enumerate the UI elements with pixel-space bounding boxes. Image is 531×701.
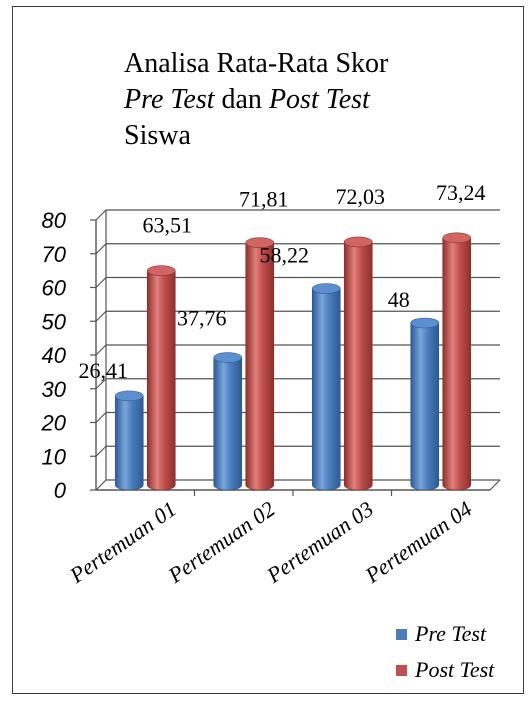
data-label: 63,51 <box>143 213 193 238</box>
bar <box>343 236 373 491</box>
bar-body <box>343 241 373 491</box>
y-tick-label: 40 <box>42 343 67 368</box>
bar-top <box>146 265 176 276</box>
bar-top <box>410 317 440 329</box>
legend-swatch-pretest <box>396 628 407 640</box>
chart-title: Analisa Rata-Rata Skor Pre Test dan Post… <box>124 46 388 154</box>
x-tick-label: Pertemuan 03 <box>261 496 378 588</box>
x-tick-label: Pertemuan 02 <box>163 496 280 588</box>
legend-swatch-posttest <box>396 664 407 676</box>
data-label: 72,03 <box>336 184 386 209</box>
y-tick-label: 50 <box>42 309 67 334</box>
chart-title-line1: Analisa Rata-Rata Skor <box>124 48 389 79</box>
bar-top <box>442 232 472 244</box>
data-label: 73,24 <box>436 180 486 205</box>
y-tick-label: 80 <box>42 208 67 233</box>
bar-body <box>245 242 275 491</box>
bar-top <box>213 352 243 363</box>
bar <box>213 352 243 491</box>
bar-body <box>114 395 144 491</box>
x-axis-corner <box>489 479 501 491</box>
chart-title-posttest: Post Test <box>268 84 370 115</box>
y-tick-label: 0 <box>54 478 67 503</box>
chart-title-line2: Pre Test dan Post Test <box>124 82 388 118</box>
bar <box>410 317 440 491</box>
data-label: 37,76 <box>177 306 227 331</box>
legend-item-posttest: Post Test <box>396 652 494 688</box>
bar <box>114 390 144 491</box>
y-tick-label: 20 <box>41 411 67 436</box>
legend-item-pretest: Pre Test <box>396 616 494 652</box>
bar-body <box>410 322 440 491</box>
data-label: 58,22 <box>260 243 310 268</box>
bar-body <box>442 237 472 491</box>
data-label: 48 <box>388 287 410 312</box>
y-tick-label: 60 <box>42 276 67 301</box>
bar <box>442 232 472 491</box>
chart-title-pretest: Pre Test <box>124 84 215 115</box>
y-tick-label: 30 <box>42 377 67 402</box>
data-label: 71,81 <box>239 187 289 212</box>
bar-top <box>343 236 373 248</box>
x-tick-label: Pertemuan 04 <box>360 496 477 588</box>
legend-label-pretest: Pre Test <box>415 621 487 646</box>
bar-top <box>311 283 341 294</box>
y-tick-label: 70 <box>42 242 67 267</box>
gridline-side <box>95 344 107 356</box>
gridline-side <box>95 243 107 255</box>
bar-body <box>311 288 341 491</box>
chart-title-dan: dan <box>214 84 269 115</box>
gridline-side <box>95 479 107 491</box>
chart-title-line3: Siswa <box>124 120 191 151</box>
gridline-side <box>95 412 107 423</box>
data-label: 26,41 <box>79 358 129 383</box>
bar-top <box>114 390 144 402</box>
gridline-side <box>95 445 107 457</box>
bar-top <box>245 237 275 248</box>
bar <box>146 265 176 491</box>
x-tick-label: Pertemuan 01 <box>64 496 181 588</box>
gridline-side <box>95 378 107 390</box>
gridline-side <box>95 277 107 288</box>
chart-legend: Pre Test Post Test <box>396 616 494 688</box>
y-tick-label: 10 <box>42 444 67 469</box>
bar <box>245 237 275 491</box>
gridline-side <box>95 310 107 322</box>
bar-body <box>146 270 176 491</box>
bar-body <box>213 357 243 491</box>
legend-label-posttest: Post Test <box>415 657 495 682</box>
gridline-side <box>95 209 107 221</box>
bar <box>311 283 341 491</box>
